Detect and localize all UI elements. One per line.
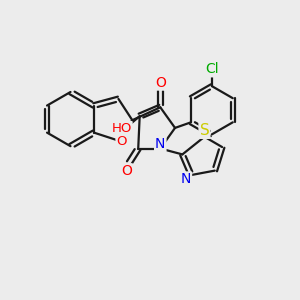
Text: O: O	[116, 135, 127, 148]
Text: Cl: Cl	[205, 62, 219, 76]
Text: N: N	[155, 137, 166, 151]
Text: O: O	[121, 164, 132, 178]
Text: HO: HO	[111, 122, 132, 135]
Text: N: N	[181, 172, 191, 186]
Text: S: S	[200, 123, 209, 138]
Text: O: O	[155, 76, 166, 90]
